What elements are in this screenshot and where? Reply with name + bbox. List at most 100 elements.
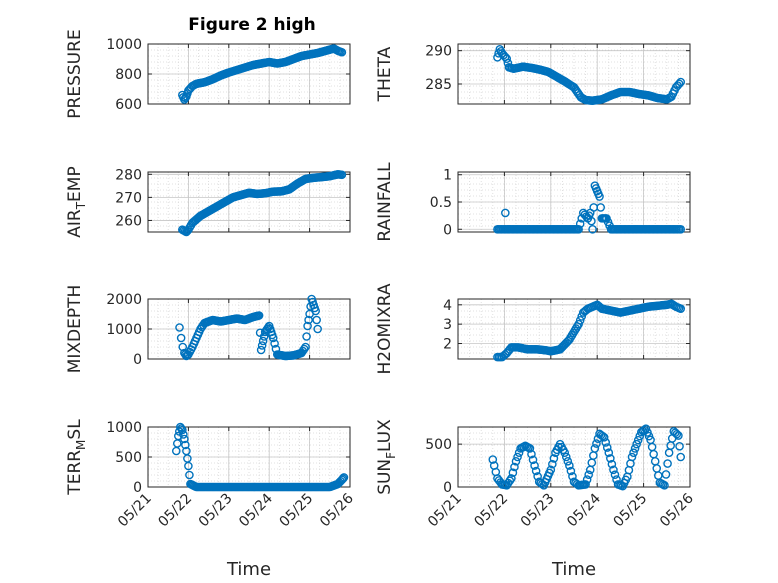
ytick-label: 270	[115, 190, 142, 206]
ytick-label: 600	[115, 97, 142, 113]
data-point	[181, 440, 190, 450]
data-point	[337, 47, 347, 57]
data-point	[339, 473, 349, 482]
xtick-label: 05/24	[236, 490, 276, 530]
ylabel-part: AIR	[65, 209, 85, 238]
panel-air-temp: 260 270 280 AIRTEMP	[65, 166, 351, 238]
data-point	[675, 441, 684, 451]
data-point	[505, 476, 515, 486]
data-point	[302, 332, 311, 341]
data-point	[610, 470, 620, 480]
data-point	[672, 429, 682, 439]
data-point	[270, 339, 279, 348]
data-point	[674, 431, 683, 440]
data-point	[632, 439, 641, 449]
ytick-label: 285	[425, 77, 452, 93]
ytick-label: 1000	[106, 420, 142, 436]
data-point	[607, 459, 617, 469]
data-point	[338, 474, 348, 483]
data-point	[527, 449, 536, 459]
xtick-label: 05/26	[317, 490, 357, 530]
ytick-label: 0	[443, 222, 452, 238]
ytick-label: 0	[133, 352, 142, 368]
ytick-label: 0	[443, 480, 452, 496]
ylabel-7: SUNFLUX	[375, 419, 398, 495]
ylabel-3: RAINFALL	[375, 162, 395, 242]
data-point	[574, 319, 583, 329]
data-point	[582, 475, 592, 484]
xlabel: Time	[551, 559, 596, 580]
data-point	[595, 192, 604, 201]
data-point	[561, 452, 571, 462]
data-point	[511, 456, 521, 466]
data-point	[268, 333, 278, 343]
xtick-label: 05/23	[518, 491, 558, 531]
panel-sun-flux: 0 500 05/21 05/22 05/23 05/24 05/25 05/26 SUNFLU…	[375, 419, 697, 580]
ytick-label: 800	[115, 67, 142, 83]
data-point	[590, 444, 600, 453]
data-point	[676, 452, 686, 462]
ylabel-subscript: M	[74, 440, 88, 450]
data-point	[663, 459, 672, 468]
data-point	[660, 480, 669, 490]
data-point	[183, 454, 192, 463]
data-point	[585, 465, 595, 475]
ytick-label: 1000	[106, 322, 142, 338]
data-point	[589, 203, 599, 212]
data-point	[563, 456, 573, 466]
data-point	[674, 79, 684, 89]
data-point	[609, 465, 618, 475]
xlabel: Time	[226, 559, 271, 580]
data-point	[257, 341, 267, 350]
data-point	[525, 444, 535, 453]
data-point	[676, 224, 686, 234]
data-point	[304, 315, 313, 325]
data-point	[179, 430, 188, 439]
ylabel-5: H2OMIXRA	[375, 283, 395, 374]
ylabel-subscript: F	[384, 452, 398, 459]
data-point	[337, 170, 347, 180]
data-point	[488, 455, 498, 464]
ytick-label: 280	[115, 167, 142, 183]
data-point	[258, 336, 268, 346]
ytick-label: 500	[115, 450, 142, 466]
ylabel-part: SUN	[375, 459, 395, 495]
panel-pressure: 600 800 1000 PRESSURE	[65, 29, 351, 119]
data-point	[661, 470, 671, 479]
data-point	[313, 324, 322, 334]
data-point	[584, 470, 593, 480]
data-point	[565, 461, 574, 470]
data-point	[549, 454, 559, 463]
panel-h2omixra: 2 3 4 H2OMIXRA	[375, 283, 691, 375]
data-point	[574, 224, 583, 234]
data-point	[588, 224, 597, 234]
xtick-label: 05/25	[611, 491, 651, 531]
data-point	[311, 306, 320, 316]
data-point	[510, 462, 519, 472]
data-point	[676, 304, 686, 313]
data-point	[172, 439, 182, 448]
panel-theta: 285 290 THETA	[375, 43, 691, 105]
axes-box	[147, 171, 351, 233]
data-point	[184, 461, 193, 471]
ytick-label: 500	[425, 437, 452, 453]
data-point	[604, 448, 614, 458]
ylabel-part: LUX	[375, 419, 395, 452]
axes-box	[457, 43, 691, 105]
data-point	[513, 452, 522, 462]
data-point	[528, 455, 538, 465]
data-point	[502, 54, 512, 63]
data-point	[503, 58, 513, 68]
data-point	[653, 471, 663, 480]
data-point	[508, 468, 518, 478]
panel-terr-msl: 0 500 1000 05/21 05/22 05/23 05/24 05/25 05/26 TE…	[65, 419, 357, 580]
data-point	[629, 448, 638, 458]
ytick-label: 2000	[106, 292, 142, 308]
data-point	[599, 432, 609, 442]
data-point	[666, 441, 675, 450]
ytick-label: 0.5	[430, 195, 452, 211]
data-point	[530, 461, 539, 470]
data-point	[531, 466, 541, 476]
data-point	[560, 448, 570, 458]
